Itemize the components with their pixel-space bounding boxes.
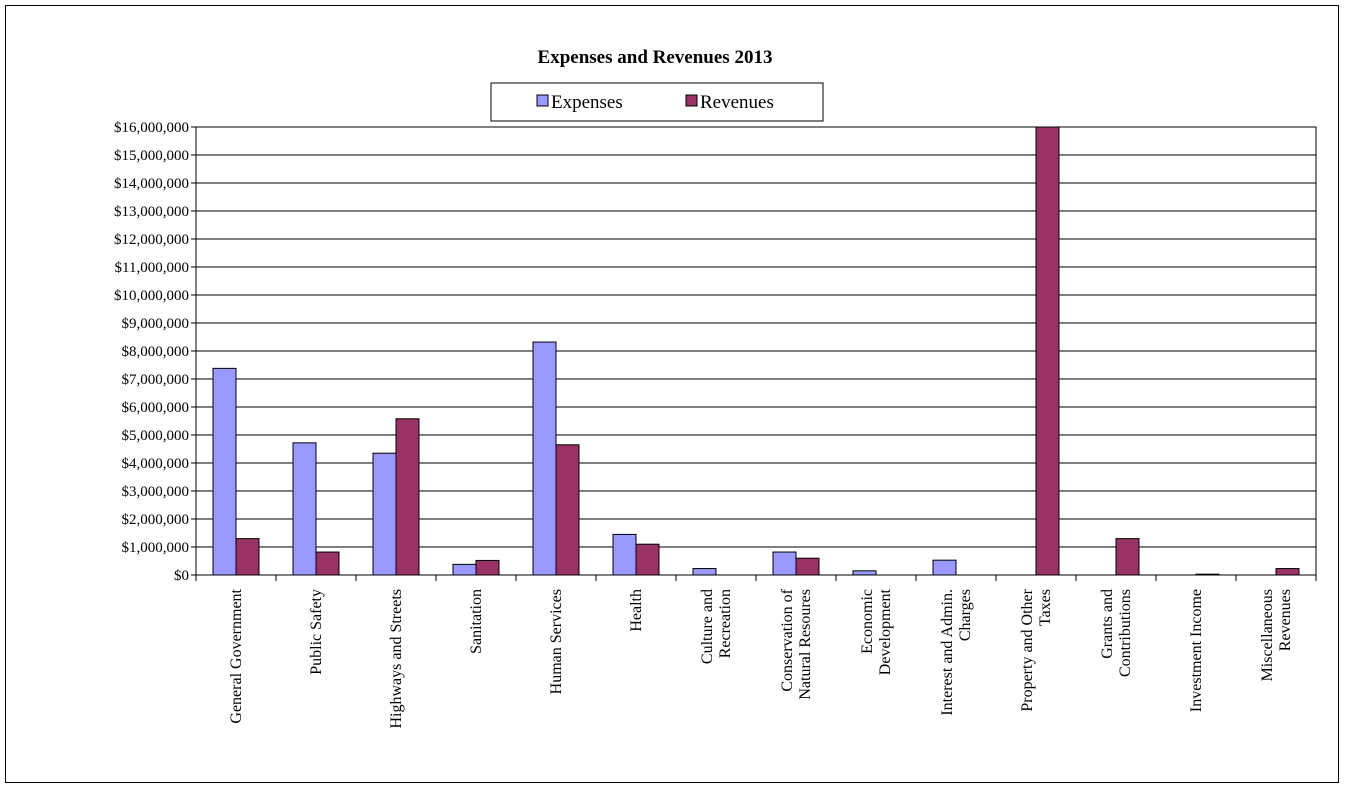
legend: Expenses Revenues [490, 82, 824, 122]
y-tick-label: $16,000,000 [114, 120, 189, 136]
y-tick-label: $12,000,000 [114, 232, 189, 248]
legend-swatch-revenues [685, 94, 698, 107]
bar-revenues [1115, 538, 1140, 576]
y-tick-label: $2,000,000 [122, 512, 190, 528]
y-tick-label: $5,000,000 [122, 428, 190, 444]
x-category-label: EconomicDevelopment [859, 588, 894, 675]
y-tick-label: $15,000,000 [114, 148, 189, 164]
bar-revenues [1035, 126, 1060, 576]
y-tick-label: $4,000,000 [122, 456, 190, 472]
bar-expenses [372, 452, 397, 576]
x-category-label: Investment Income [1188, 589, 1205, 712]
bar-expenses [452, 563, 477, 576]
bar-expenses [852, 570, 877, 576]
legend-label-revenues: Revenues [700, 92, 774, 113]
x-category-label: Human Services [548, 589, 565, 694]
bar-revenues [315, 551, 340, 576]
x-category-label: Interest and Admin.Charges [939, 589, 974, 716]
x-category-label: MiscellaneousRevenues [1259, 589, 1294, 681]
bar-revenues [235, 538, 260, 576]
bar-revenues [555, 444, 580, 576]
legend-swatch-expenses [536, 94, 549, 107]
bars [212, 126, 1300, 576]
x-category-label: General Government [228, 588, 245, 723]
x-category-label: Public Safety [308, 589, 325, 675]
x-category-label: Culture andRecreation [699, 589, 734, 664]
y-axis-ticks: $0 $1,000,000 $2,000,000 $3,000,000 $4,000,0… [114, 120, 196, 584]
y-tick-label: $13,000,000 [114, 204, 189, 220]
bar-revenues [1275, 568, 1300, 576]
bar-expenses [212, 367, 237, 576]
bar-expenses [612, 533, 637, 576]
x-axis-labels: General Government Public Safety Highways … [228, 588, 1294, 728]
y-tick-label: $6,000,000 [122, 400, 190, 416]
x-category-label: Property and OtherTaxes [1019, 588, 1054, 711]
bar-revenues [795, 557, 820, 576]
axes [195, 126, 1317, 581]
bar-revenues [635, 543, 660, 576]
x-category-label: Sanitation [468, 589, 485, 654]
x-category-label: Health [628, 589, 645, 632]
y-tick-label: $0 [174, 568, 189, 584]
bar-expenses [932, 559, 957, 576]
bar-expenses [532, 341, 557, 576]
y-tick-label: $1,000,000 [122, 540, 190, 556]
y-tick-label: $7,000,000 [122, 372, 190, 388]
legend-label-expenses: Expenses [551, 92, 623, 113]
bar-revenues [395, 418, 420, 576]
y-tick-label: $10,000,000 [114, 288, 189, 304]
bar-revenues [475, 559, 500, 576]
x-category-label: Conservation ofNatural Resoures [779, 588, 814, 699]
bar-expenses [292, 442, 317, 576]
x-category-label: Highways and Streets [388, 589, 405, 729]
y-tick-label: $11,000,000 [115, 260, 189, 276]
y-tick-label: $14,000,000 [114, 176, 189, 192]
y-tick-label: $8,000,000 [122, 344, 190, 360]
y-tick-label: $9,000,000 [122, 316, 190, 332]
gridlines [196, 126, 1316, 576]
x-category-label: Grants andContributions [1099, 589, 1134, 677]
chart-title: Expenses and Revenues 2013 [538, 47, 773, 68]
y-tick-label: $3,000,000 [122, 484, 190, 500]
bar-expenses [772, 551, 797, 576]
bar-expenses [692, 568, 717, 576]
